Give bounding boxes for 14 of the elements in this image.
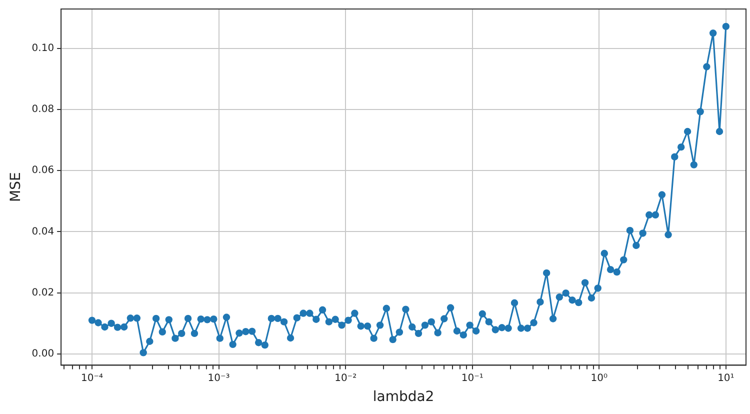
x-tick-label: 10⁻² xyxy=(334,372,357,384)
x-axis-title: lambda2 xyxy=(372,389,434,406)
y-tick-label: 0.04 xyxy=(32,226,54,238)
x-tick-label: 10¹ xyxy=(718,372,734,384)
y-tick-label: 0.02 xyxy=(32,287,54,298)
y-tick-label: 0.10 xyxy=(32,43,54,54)
x-tick-label: 10⁻¹ xyxy=(461,372,484,384)
y-tick-label: 0.06 xyxy=(32,165,54,176)
x-tick-label: 10⁻³ xyxy=(208,372,230,384)
y-tick-label: 0.00 xyxy=(32,348,54,360)
y-tick-label: 0.08 xyxy=(32,104,54,116)
x-tick-label: 10⁰ xyxy=(590,372,608,384)
y-axis-title: MSE xyxy=(8,172,24,202)
x-tick-label: 10⁻⁴ xyxy=(81,372,104,384)
